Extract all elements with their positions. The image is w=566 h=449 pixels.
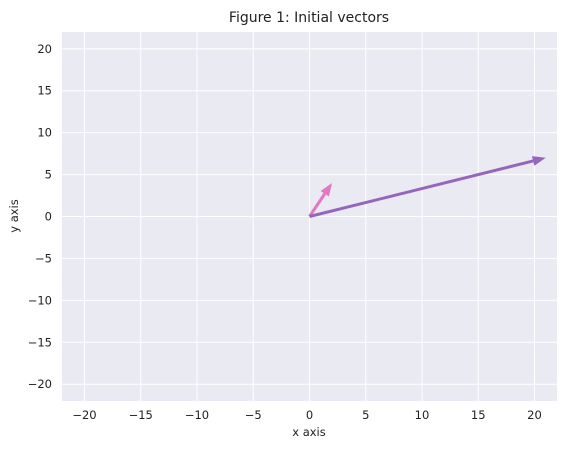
y-tick-label: −15	[28, 335, 52, 349]
vector-shaft	[308, 192, 327, 218]
x-tick-label: 15	[471, 408, 486, 422]
y-tick-label: 10	[37, 126, 52, 140]
y-tick-label: −20	[28, 377, 52, 391]
vector-arrowhead	[320, 182, 332, 197]
x-tick-label: −10	[185, 408, 209, 422]
y-tick-labels: −20 −15 −10 −5 0 5 10 15 20	[28, 42, 52, 391]
x-tick-label: −5	[245, 408, 262, 422]
x-tick-label: −20	[72, 408, 96, 422]
x-tick-label: 0	[306, 408, 313, 422]
y-tick-label: 20	[37, 42, 52, 56]
vector-shaft	[309, 159, 534, 218]
vector-arrowhead	[531, 156, 546, 166]
x-tick-labels: −20 −15 −10 −5 0 5 10 15 20	[72, 408, 541, 422]
x-tick-label: 10	[415, 408, 430, 422]
y-tick-label: 5	[45, 168, 52, 182]
y-tick-label: 15	[37, 84, 52, 98]
chart-title: Figure 1: Initial vectors	[229, 10, 389, 26]
y-axis-label: y axis	[7, 199, 21, 233]
x-tick-label: −15	[129, 408, 153, 422]
y-tick-label: −10	[28, 293, 52, 307]
y-tick-label: −5	[35, 251, 52, 265]
x-tick-label: 5	[362, 408, 369, 422]
vector-layer	[308, 156, 546, 218]
x-tick-label: 20	[527, 408, 542, 422]
y-tick-label: 0	[45, 210, 52, 224]
x-axis-label: x axis	[292, 425, 326, 439]
